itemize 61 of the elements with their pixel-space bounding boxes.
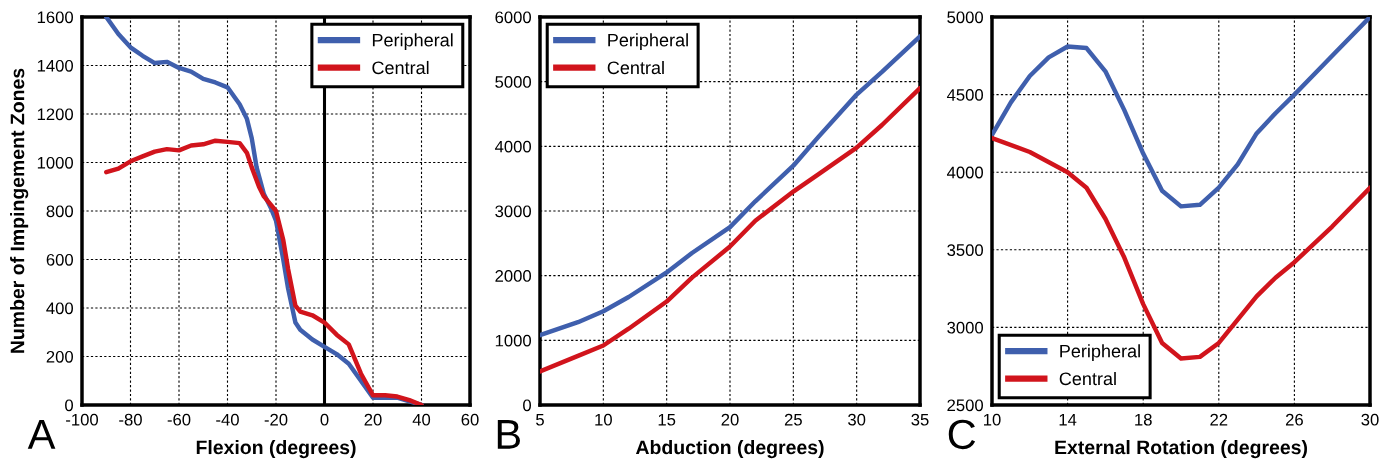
text: A — [27, 420, 56, 449]
y-tick-label: 0 — [523, 399, 532, 412]
y-tick-label: 200 — [46, 350, 74, 363]
y-tick-label: 3500 — [947, 244, 984, 256]
y-tick-label: 6000 — [495, 11, 532, 24]
legend-label: Peripheral — [608, 33, 688, 51]
x-tick-label: 18 — [1135, 413, 1152, 426]
line-series — [104, 138, 424, 405]
x-tick-label: 26 — [1285, 413, 1303, 426]
x-tick-label: -20 — [264, 413, 288, 426]
x-tick-label: 30 — [1361, 413, 1379, 426]
y-tick-label: 1000 — [495, 334, 532, 347]
x-tick-label: -80 — [119, 413, 142, 426]
y-tick-label: 3000 — [495, 205, 532, 218]
line-series — [540, 34, 920, 338]
y-axis-title: Number of Impingement Zones — [10, 68, 29, 353]
x-tick-label: 5 — [536, 413, 544, 426]
y-tick-label: 800 — [46, 205, 74, 218]
y-tick-label: 4000 — [946, 166, 984, 179]
x-tick-label: 60 — [461, 413, 479, 426]
y-tick-label: 2500 — [947, 399, 984, 412]
x-tick-label: -100 — [66, 413, 99, 426]
x-tick-label: 20 — [721, 413, 739, 426]
x-axis-title: External Rotation (degrees) — [1055, 439, 1307, 459]
y-tick-label: 1400 — [37, 59, 74, 72]
line-series — [992, 135, 1370, 361]
x-tick-label: 30 — [848, 413, 866, 426]
x-tick-label: 22 — [1210, 413, 1228, 426]
y-tick-label: 4500 — [946, 89, 984, 101]
x-tick-label: 14 — [1059, 413, 1077, 426]
text: B — [497, 420, 520, 449]
y-tick-label: 400 — [46, 302, 74, 315]
y-tick-label: 1600 — [37, 11, 74, 24]
x-tick-label: 10 — [984, 413, 1001, 426]
y-tick-label: 600 — [46, 253, 74, 266]
y-tick-label: 3000 — [947, 321, 984, 334]
x-axis-title: Abduction (degrees) — [635, 439, 824, 459]
x-tick-label: -40 — [216, 413, 239, 426]
x-axis-title: Flexion (degrees) — [196, 439, 356, 459]
x-tick-label: 0 — [320, 413, 329, 426]
y-tick-label: 2000 — [495, 270, 532, 282]
text: C — [948, 419, 976, 450]
legend-label: Peripheral — [1060, 344, 1140, 362]
x-tick-label: 15 — [658, 413, 676, 426]
y-tick-label: 5000 — [495, 76, 532, 88]
legend-label: Central — [372, 60, 429, 75]
y-tick-label: 0 — [65, 399, 74, 412]
legend-label: Central — [1059, 371, 1116, 386]
line-series — [540, 85, 920, 374]
x-tick-label: 40 — [412, 413, 431, 426]
x-tick-label: -60 — [167, 413, 191, 426]
y-tick-label: 1000 — [37, 156, 74, 169]
x-tick-label: 10 — [595, 413, 612, 426]
y-tick-label: 1200 — [37, 108, 74, 121]
legend-label: Central — [607, 60, 664, 75]
y-tick-label: 5000 — [947, 11, 984, 24]
y-tick-label: 4000 — [494, 140, 532, 153]
x-tick-label: 25 — [784, 413, 802, 426]
legend-label: Peripheral — [372, 33, 453, 51]
x-tick-label: 35 — [911, 413, 929, 426]
x-tick-label: 20 — [364, 413, 382, 426]
